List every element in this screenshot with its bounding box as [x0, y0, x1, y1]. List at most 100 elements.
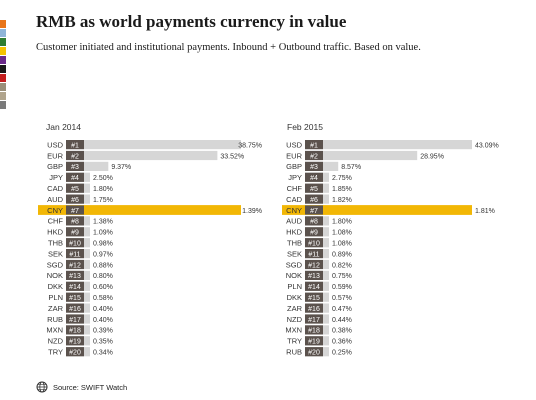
- rank-box: [305, 314, 323, 324]
- value-label: 43.09%: [475, 142, 499, 149]
- value-label: 1.81%: [475, 208, 495, 215]
- rank-label: #17: [69, 317, 81, 324]
- rank-box: [305, 325, 323, 335]
- rank-box: [305, 227, 323, 237]
- rank-label: #11: [308, 251, 319, 258]
- rank-label: #3: [71, 164, 79, 171]
- rank-box: [305, 347, 323, 357]
- rank-box: [305, 292, 323, 302]
- currency-label: RUB: [286, 348, 302, 357]
- rank-label: #13: [69, 273, 81, 280]
- value-label: 1.80%: [332, 219, 352, 226]
- rank-box: [305, 172, 323, 182]
- rank-label: #5: [310, 186, 318, 193]
- value-label: 0.80%: [93, 273, 113, 280]
- rank-box: [305, 303, 323, 313]
- rank-label: #14: [69, 284, 81, 291]
- rank-box: [66, 325, 84, 335]
- rank-label: #16: [308, 306, 320, 313]
- rank-label: #20: [69, 350, 81, 357]
- rank-box: [305, 259, 323, 270]
- value-label: 0.47%: [332, 306, 352, 313]
- value-label: 1.80%: [93, 186, 113, 193]
- rank-label: #6: [71, 197, 79, 204]
- value-label: 1.08%: [332, 230, 352, 237]
- value-label: 0.44%: [332, 317, 352, 324]
- currency-label: USD: [286, 140, 302, 149]
- bar: [66, 150, 218, 161]
- value-label: 1.85%: [332, 186, 352, 193]
- value-label: 0.36%: [332, 339, 352, 346]
- currency-label: SEK: [48, 249, 63, 258]
- rank-box: [305, 183, 323, 193]
- rank-label: #15: [308, 295, 320, 302]
- value-label: 0.58%: [93, 295, 113, 302]
- currency-label: CNY: [47, 206, 63, 215]
- value-label: 1.09%: [93, 230, 113, 237]
- value-label: 1.75%: [93, 197, 113, 204]
- currency-label: SEK: [287, 249, 302, 258]
- currency-label: NOK: [47, 271, 63, 280]
- rank-box: [66, 281, 84, 291]
- rank-box: [66, 303, 84, 313]
- rank-box: [66, 216, 84, 226]
- rank-label: #15: [69, 295, 81, 302]
- currency-label: GBP: [286, 162, 302, 171]
- rank-label: #10: [69, 241, 81, 248]
- rank-label: #1: [71, 142, 79, 149]
- rank-box: [66, 172, 84, 182]
- rank-box: [66, 205, 84, 215]
- rank-box: [66, 314, 84, 324]
- currency-label: JPY: [49, 173, 63, 182]
- highlight-row: [38, 205, 241, 215]
- strip-segment: [0, 83, 6, 91]
- value-label: 2.75%: [332, 175, 352, 182]
- rank-box: [305, 238, 323, 248]
- currency-label: NZD: [48, 337, 64, 346]
- rank-label: #17: [308, 317, 320, 324]
- rank-label: #13: [308, 273, 320, 280]
- strip-segment: [0, 92, 6, 100]
- rank-label: #5: [71, 186, 79, 193]
- currency-label: NOK: [286, 271, 302, 280]
- value-label: 0.39%: [93, 328, 113, 335]
- strip-segment: [0, 65, 6, 73]
- source-note: Source: SWIFT Watch: [36, 380, 127, 394]
- bar: [305, 140, 472, 150]
- currency-label: CNY: [286, 206, 302, 215]
- panel-title-feb-2015: Feb 2015: [287, 122, 323, 132]
- strip-segment: [0, 20, 6, 28]
- strip-segment: [0, 47, 6, 55]
- rank-label: #10: [308, 241, 320, 248]
- bar: [305, 150, 418, 161]
- value-label: 0.75%: [332, 273, 352, 280]
- currency-label: JPY: [288, 173, 302, 182]
- rank-label: #4: [310, 175, 318, 182]
- page-title: RMB as world payments currency in value: [36, 12, 347, 31]
- strip-segment: [0, 74, 6, 82]
- value-label: 1.38%: [93, 219, 113, 226]
- rank-label: #6: [310, 197, 318, 204]
- currency-label: CHF: [48, 217, 64, 226]
- strip-segment: [0, 38, 6, 46]
- currency-label: ZAR: [287, 304, 303, 313]
- rank-label: #19: [69, 339, 81, 346]
- rank-label: #20: [308, 350, 320, 357]
- currency-label: RUB: [47, 315, 63, 324]
- rank-label: #2: [310, 153, 318, 160]
- value-label: 0.25%: [332, 350, 352, 357]
- value-label: 0.34%: [93, 350, 113, 357]
- value-label: 8.57%: [341, 164, 361, 171]
- currency-label: PLN: [48, 293, 63, 302]
- highlight-row: [282, 205, 472, 215]
- rank-box: [305, 281, 323, 291]
- rank-label: #8: [310, 219, 318, 226]
- currency-label: HKD: [286, 228, 302, 237]
- rank-box: [66, 194, 84, 204]
- value-label: 0.60%: [93, 284, 113, 291]
- currency-label: PLN: [287, 282, 302, 291]
- rank-box: [66, 292, 84, 302]
- rank-box: [66, 259, 84, 270]
- currency-label: EUR: [47, 151, 63, 160]
